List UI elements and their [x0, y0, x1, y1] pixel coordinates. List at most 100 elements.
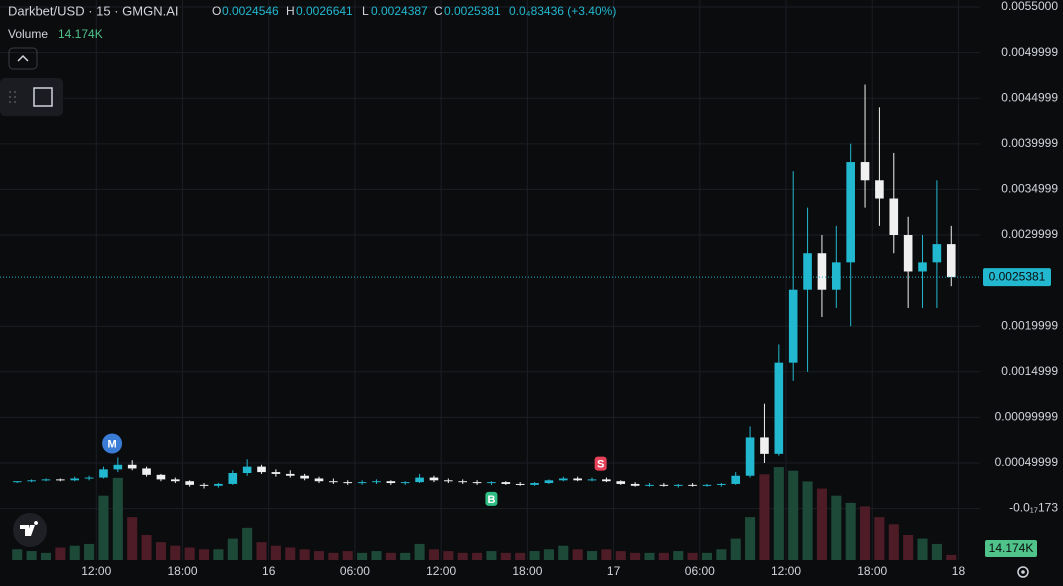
volume-bar	[428, 549, 439, 560]
candles	[12, 84, 956, 489]
volume-bar	[701, 552, 713, 560]
candle-body	[314, 478, 324, 482]
volume-title: Volume	[8, 27, 48, 41]
y-tick-label: 0.0039999	[1001, 136, 1058, 150]
collapse-button[interactable]	[8, 47, 38, 70]
candle-body	[199, 484, 209, 486]
legend-value: 0.0026641	[296, 4, 353, 18]
candle-body	[415, 477, 424, 483]
legend-key: H	[286, 4, 295, 18]
candle-body	[645, 484, 654, 486]
volume-bar	[931, 543, 942, 560]
volume-bar	[529, 551, 540, 560]
volume-bar	[199, 549, 210, 560]
volume-bar	[242, 527, 253, 560]
volume-bar	[270, 545, 281, 560]
volume-bar	[644, 552, 655, 560]
volume-bar	[630, 552, 641, 560]
candle-body	[760, 437, 769, 454]
volume-bar	[184, 547, 195, 560]
volume-bar	[127, 517, 138, 560]
candle-body	[300, 475, 309, 479]
y-tick-label: 0.0055000	[1001, 0, 1058, 13]
y-tick-label: 0.0019999	[1001, 318, 1058, 332]
candle-body	[242, 466, 252, 474]
x-tick-label: 18:00	[857, 564, 887, 578]
candle-body	[185, 481, 194, 485]
y-tick-label: 0.0034999	[1001, 182, 1058, 196]
volume-bar	[759, 474, 770, 560]
candle-body	[214, 483, 223, 486]
volume-bar	[285, 547, 296, 560]
candle-body	[587, 479, 597, 481]
toolbar[interactable]	[0, 78, 63, 116]
volume-bar	[816, 488, 827, 560]
legend-key: C	[434, 4, 443, 18]
candle-body	[472, 482, 482, 484]
y-tick-label: 0.0049999	[1001, 45, 1058, 59]
candle-body	[702, 484, 712, 486]
legend-key: L	[362, 4, 369, 18]
volume-bar	[69, 545, 80, 560]
legend-value: 0.0025381	[444, 4, 501, 18]
candle-body	[156, 474, 166, 480]
volume-bar	[40, 552, 52, 560]
marker-badge	[102, 433, 123, 454]
volume-bar	[84, 543, 95, 560]
volume-bar	[716, 549, 727, 560]
volume-bar	[256, 542, 267, 560]
logo[interactable]	[13, 513, 47, 547]
candle-body	[142, 468, 151, 475]
volume-label: 14.174K	[989, 541, 1034, 555]
volume-bar	[299, 549, 310, 560]
candle-body	[774, 362, 784, 454]
volume-bar	[342, 551, 353, 560]
volume-bar	[903, 535, 914, 560]
settings-button[interactable]	[1017, 566, 1029, 578]
x-tick-label: 06:00	[685, 564, 715, 578]
candle-body	[573, 478, 582, 481]
candle-body	[372, 481, 381, 483]
candle-body	[127, 464, 137, 469]
volume-bar	[615, 551, 626, 560]
candle-body	[70, 478, 80, 481]
candle-body	[918, 262, 927, 272]
volume-bar	[486, 551, 497, 560]
candle-body	[630, 483, 640, 486]
candle-body	[285, 473, 295, 476]
marker-label: B	[487, 494, 495, 506]
volume-bar	[357, 552, 368, 560]
volume-bar	[500, 552, 511, 560]
volume-bar	[543, 549, 554, 560]
volume-bar	[227, 538, 238, 560]
candle-body	[170, 479, 180, 482]
volume-bar	[26, 551, 37, 560]
volume-bar	[845, 502, 856, 560]
volume-bar	[213, 549, 224, 560]
volume-value: 14.174K	[58, 27, 103, 41]
candle-body	[875, 180, 884, 199]
volume-bar	[888, 524, 899, 560]
candle-body	[84, 477, 94, 479]
candle-body	[444, 480, 453, 482]
volume-bar	[802, 481, 813, 560]
candle-body	[400, 482, 410, 484]
x-tick-label: 17	[607, 564, 621, 578]
y-tick-label: 0.0014999	[1001, 364, 1058, 378]
candle-body	[932, 244, 942, 263]
volume-bar	[745, 517, 756, 560]
y-tick-label: 0.0044999	[1001, 90, 1058, 104]
candle-body	[357, 482, 367, 484]
candle-body	[616, 481, 626, 484]
candle-body	[903, 234, 913, 272]
y-tick-label: 0.00099999	[995, 410, 1059, 424]
volume-bar	[572, 549, 583, 560]
legend-value: 0.0024546	[222, 4, 279, 18]
y-tick-label: 0.0029999	[1001, 227, 1058, 241]
x-tick-label: 12:00	[771, 564, 801, 578]
volume-bar	[12, 549, 23, 560]
candle-body	[41, 479, 51, 481]
volume-bar	[385, 552, 396, 560]
candle-body	[788, 289, 798, 363]
